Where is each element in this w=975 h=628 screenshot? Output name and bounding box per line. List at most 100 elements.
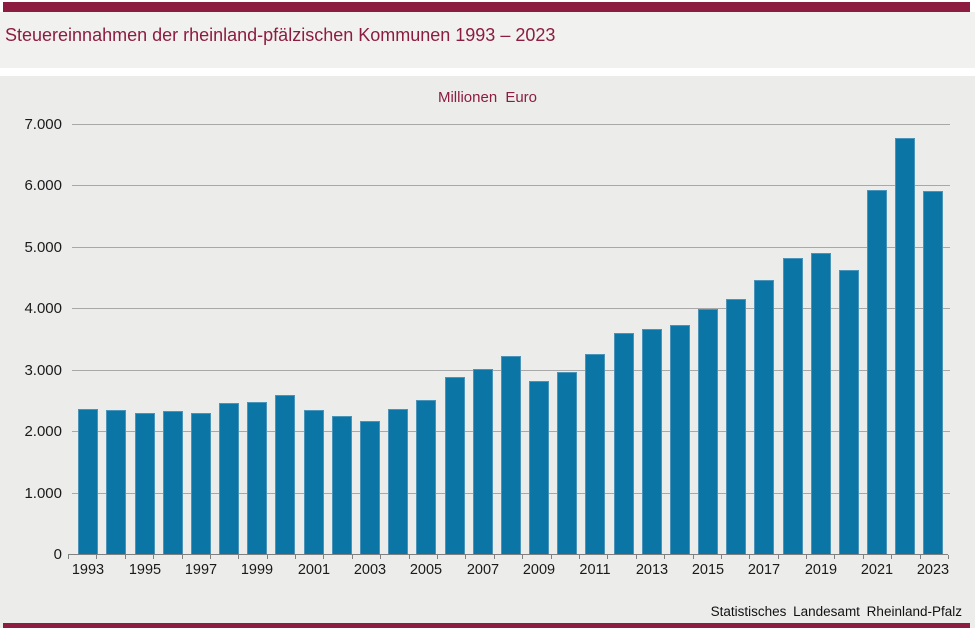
x-axis-tick — [579, 555, 580, 559]
header-band — [0, 12, 975, 68]
x-axis-tick — [96, 555, 97, 559]
x-axis-tick — [522, 555, 523, 559]
x-axis-tick — [465, 555, 466, 559]
x-axis-tick — [749, 555, 750, 559]
x-axis-tick — [693, 555, 694, 559]
x-tick-label: 2003 — [353, 562, 387, 578]
bar — [614, 333, 634, 554]
x-tick-label: 2007 — [466, 562, 500, 578]
gridline — [72, 308, 950, 309]
bar — [332, 416, 352, 554]
bar — [839, 270, 859, 554]
bar — [360, 421, 380, 554]
y-tick-label: 0 — [53, 546, 62, 563]
bar — [135, 413, 155, 554]
x-tick-label: 2009 — [522, 562, 556, 578]
x-axis-tick — [494, 555, 495, 559]
bar — [867, 190, 887, 554]
y-tick-label: 1.000 — [24, 485, 62, 502]
bar — [670, 325, 690, 554]
x-axis-tick — [636, 555, 637, 559]
top-accent-bar — [3, 2, 970, 12]
bar — [811, 253, 831, 554]
x-axis-tick — [607, 555, 608, 559]
x-tick-label: 2021 — [860, 562, 894, 578]
bottom-accent-bar — [3, 623, 970, 628]
x-tick-label: 2013 — [635, 562, 669, 578]
bar — [247, 402, 267, 554]
y-tick-label: 7.000 — [24, 116, 62, 133]
y-tick-label: 5.000 — [24, 239, 62, 256]
x-tick-label: 1995 — [128, 562, 162, 578]
x-axis-tick — [267, 555, 268, 559]
gridline — [72, 247, 950, 248]
x-tick-label: 2017 — [747, 562, 781, 578]
x-axis-tick — [295, 555, 296, 559]
x-axis-tick — [238, 555, 239, 559]
bar — [445, 377, 465, 554]
x-axis-tick — [891, 555, 892, 559]
x-axis-tick — [806, 555, 807, 559]
x-axis-line — [68, 554, 948, 555]
bar — [304, 410, 324, 554]
chart-title: Steuereinnahmen der rheinland-pfälzische… — [5, 25, 556, 45]
x-tick-label: 1997 — [184, 562, 218, 578]
x-axis-tick — [863, 555, 864, 559]
x-axis-tick — [323, 555, 324, 559]
bar — [501, 356, 521, 554]
bar — [726, 299, 746, 554]
x-axis-tick — [920, 555, 921, 559]
x-tick-label: 2001 — [297, 562, 331, 578]
x-axis-tick — [664, 555, 665, 559]
x-axis-tick — [380, 555, 381, 559]
bar — [557, 372, 577, 554]
x-axis-tick — [721, 555, 722, 559]
y-tick-label: 2.000 — [24, 423, 62, 440]
x-axis-tick — [153, 555, 154, 559]
x-axis-tick — [778, 555, 779, 559]
bar — [754, 280, 774, 554]
x-axis-tick — [125, 555, 126, 559]
x-tick-label: 1999 — [240, 562, 274, 578]
bar — [473, 369, 493, 554]
x-axis-tick — [352, 555, 353, 559]
bar — [78, 409, 98, 554]
bar — [163, 411, 183, 554]
bar — [585, 354, 605, 554]
bar — [275, 395, 295, 554]
source-credit: Statistisches Landesamt Rheinland-Pfalz — [710, 604, 962, 619]
y-tick-label: 3.000 — [24, 362, 62, 379]
bar — [698, 309, 718, 554]
x-axis-tick — [68, 555, 69, 559]
bar — [783, 258, 803, 554]
unit-label: Millionen Euro — [437, 89, 538, 106]
x-tick-label: 2023 — [916, 562, 950, 578]
x-axis-tick — [409, 555, 410, 559]
bar — [388, 409, 408, 554]
x-tick-label: 2015 — [691, 562, 725, 578]
bar — [895, 138, 915, 554]
x-tick-label: 2005 — [409, 562, 443, 578]
bar — [416, 400, 436, 554]
y-tick-label: 6.000 — [24, 177, 62, 194]
bar — [642, 329, 662, 554]
y-tick-label: 4.000 — [24, 300, 62, 317]
x-axis-tick — [948, 555, 949, 559]
x-tick-label: 2011 — [579, 562, 611, 578]
x-axis-tick — [551, 555, 552, 559]
bar — [219, 403, 239, 554]
x-tick-label: 2019 — [804, 562, 838, 578]
x-axis-tick — [210, 555, 211, 559]
gridline — [72, 124, 950, 125]
bar — [923, 191, 943, 554]
x-axis-tick — [182, 555, 183, 559]
bar — [529, 381, 549, 554]
x-axis-tick — [437, 555, 438, 559]
bar — [191, 413, 211, 554]
gridline — [72, 185, 950, 186]
x-axis-tick — [834, 555, 835, 559]
bar — [106, 410, 126, 554]
x-tick-label: 1993 — [71, 562, 105, 578]
